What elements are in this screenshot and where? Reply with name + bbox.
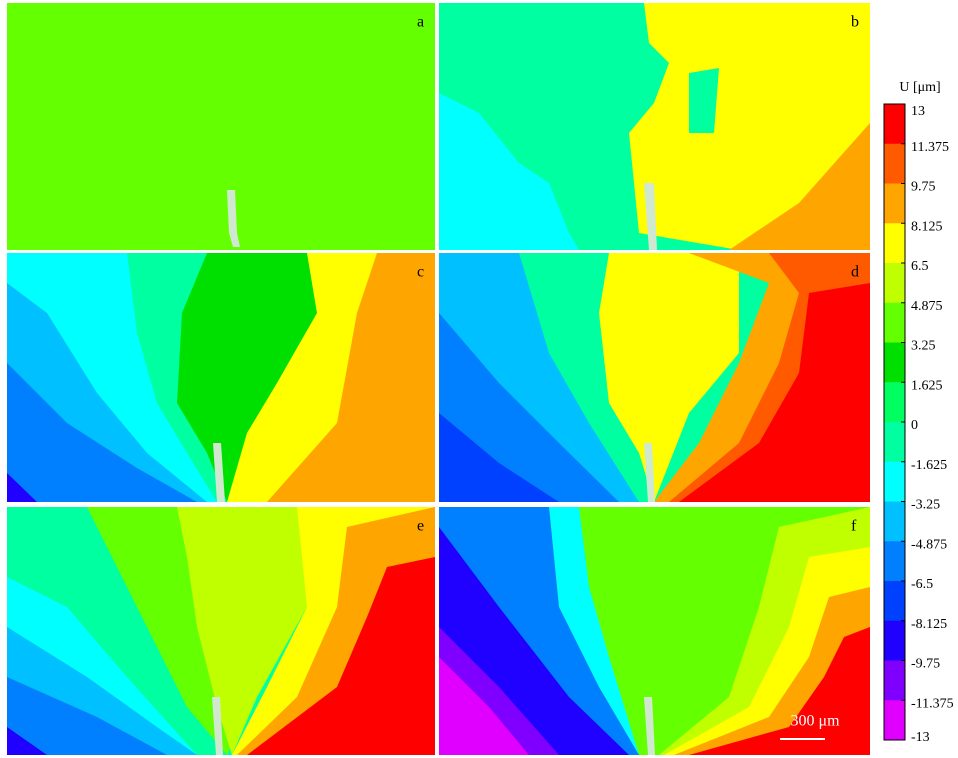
panel: c bbox=[7, 253, 435, 502]
colorbar-band bbox=[884, 183, 905, 224]
colorbar-tick-label: -8.125 bbox=[911, 617, 947, 632]
colorbar-tick-label: 0 bbox=[911, 418, 918, 433]
colorbar-band bbox=[884, 382, 905, 423]
colorbar-tick-label: -4.875 bbox=[911, 537, 947, 552]
colorbar-tick-label: 3.25 bbox=[911, 339, 936, 354]
panel-label: f bbox=[851, 518, 857, 535]
colorbar-band bbox=[884, 581, 905, 622]
colorbar-tick-label: 13 bbox=[911, 104, 925, 119]
panel: d bbox=[439, 253, 870, 502]
colorbar-band bbox=[884, 342, 905, 383]
panel: f 300 μm bbox=[439, 507, 870, 755]
colorbar: 13 11.375 9.75 8.125 6.5 4.875 3.25 1.625 0 -1.62… bbox=[883, 103, 954, 745]
colorbar-band bbox=[884, 660, 905, 701]
colorbar-band bbox=[884, 223, 905, 264]
colorbar-band bbox=[884, 461, 905, 502]
colorbar-band bbox=[884, 541, 905, 582]
panel-label: b bbox=[851, 14, 859, 31]
colorbar-tick-label: 6.5 bbox=[911, 259, 929, 274]
colorbar-tick-label: 9.75 bbox=[911, 180, 936, 195]
colorbar-tick-label: 4.875 bbox=[911, 299, 943, 314]
colorbar-band bbox=[884, 700, 905, 741]
panel-label: c bbox=[417, 264, 424, 281]
colorbar-tick-label: -3.25 bbox=[911, 498, 940, 513]
colorbar-tick-label: -13 bbox=[911, 730, 930, 745]
colorbar-band bbox=[884, 104, 905, 145]
scale-bar-label: 300 μm bbox=[790, 713, 840, 730]
panel: a bbox=[7, 3, 435, 250]
colorbar-tick-label: 1.625 bbox=[911, 378, 943, 393]
colorbar-band bbox=[884, 302, 905, 343]
colorbar-tick-label: 11.375 bbox=[911, 140, 949, 155]
colorbar-tick-label: -11.375 bbox=[911, 696, 954, 711]
panel-label: d bbox=[851, 264, 859, 281]
panel: e bbox=[7, 507, 435, 755]
colorbar-band bbox=[884, 620, 905, 661]
colorbar-tick-label: -9.75 bbox=[911, 657, 940, 672]
colorbar-tick-label: -1.625 bbox=[911, 458, 947, 473]
colorbar-band bbox=[884, 263, 905, 304]
panel-label: e bbox=[417, 518, 424, 535]
colorbar-band bbox=[884, 422, 905, 463]
colorbar-band bbox=[884, 501, 905, 542]
colorbar-band bbox=[884, 143, 905, 184]
colorbar-tick-label: -6.5 bbox=[911, 577, 933, 592]
colorbar-title: U [μm] bbox=[899, 80, 940, 95]
panel: b bbox=[439, 3, 870, 250]
panel-label: a bbox=[417, 14, 424, 31]
colorbar-tick-label: 8.125 bbox=[911, 219, 943, 234]
